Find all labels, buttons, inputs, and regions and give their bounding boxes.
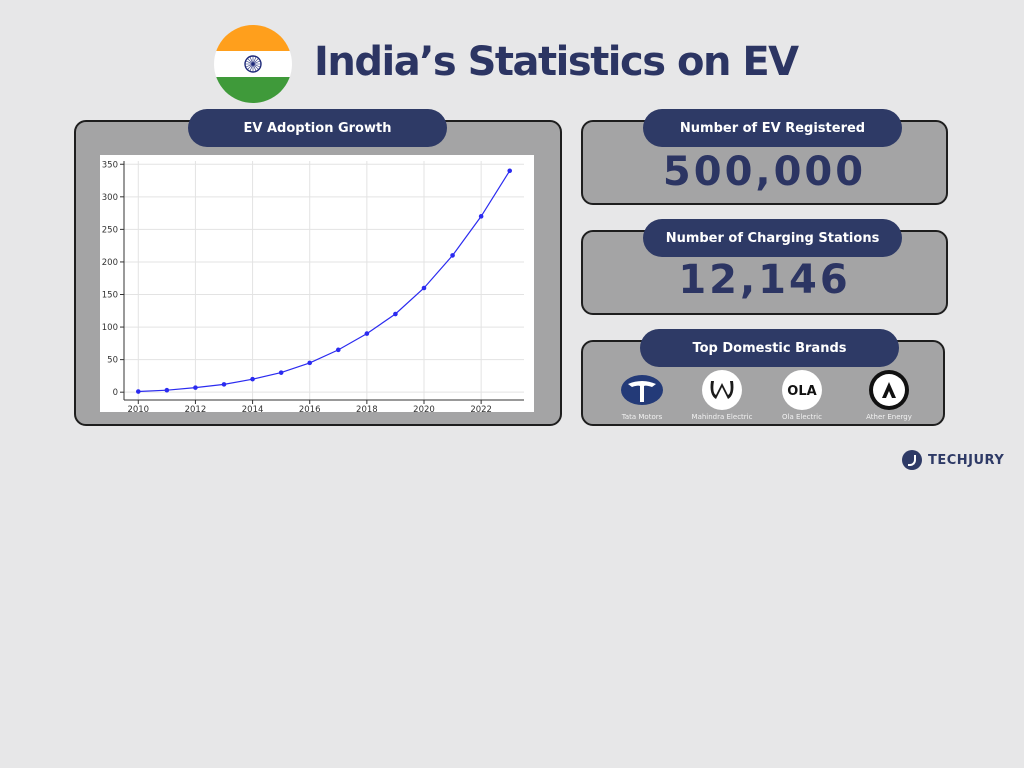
- brand-mahindra-electric: Mahindra Electric: [682, 368, 762, 421]
- charging-stations-heading: Number of Charging Stations: [643, 219, 902, 257]
- y-tick-label: 300: [102, 193, 118, 203]
- y-tick-label: 150: [102, 291, 118, 301]
- techjury-mark-icon: [902, 450, 922, 470]
- charging-stations-value: 12,146: [678, 257, 851, 303]
- x-tick-label: 2020: [413, 405, 435, 412]
- tata-motors-logo-icon: [620, 368, 664, 412]
- techjury-logo: TECHJURY: [902, 450, 1004, 470]
- x-tick-label: 2014: [242, 405, 264, 412]
- data-point: [364, 331, 370, 336]
- chart-grid: [124, 161, 524, 400]
- data-point: [478, 214, 484, 219]
- x-tick-label: 2018: [356, 405, 378, 412]
- page-title: India’s Statistics on EV: [314, 39, 799, 85]
- data-point: [335, 347, 341, 353]
- brands-heading: Top Domestic Brands: [640, 329, 899, 367]
- brand-name: Mahindra Electric: [691, 413, 753, 421]
- adoption-chart: 0 50 100 150 200 250 300 350 2010 2012 2014 2016 201…: [100, 155, 534, 415]
- ather-logo-icon: [867, 368, 911, 412]
- x-tick-label: 2012: [185, 405, 207, 412]
- mahindra-logo-icon: [700, 368, 744, 412]
- data-point: [450, 253, 455, 258]
- data-point: [221, 382, 227, 387]
- y-tick-label: 100: [102, 323, 118, 333]
- data-point: [278, 370, 284, 375]
- x-tick-label: 2016: [299, 405, 321, 412]
- chart-ticks: 0 50 100 150 200 250 300 350 2010 2012 2014 2016 201…: [102, 160, 492, 415]
- ola-logo-icon: OLA: [780, 368, 824, 412]
- brand-ola-electric: OLA Ola Electric: [762, 368, 842, 421]
- data-point: [164, 387, 170, 393]
- adoption-heading: EV Adoption Growth: [188, 109, 447, 147]
- data-point: [135, 389, 141, 394]
- data-point: [421, 285, 427, 291]
- brand-name: Ola Electric: [782, 413, 822, 421]
- y-tick-label: 250: [102, 225, 118, 235]
- x-tick-label: 2010: [127, 405, 149, 412]
- brand-ather-energy: Ather Energy: [849, 368, 929, 421]
- brand-name: Tata Motors: [621, 413, 663, 421]
- ev-registered-value: 500,000: [662, 149, 867, 195]
- data-point: [250, 376, 255, 382]
- series-line: [138, 170, 511, 393]
- techjury-wordmark: TECHJURY: [928, 452, 1005, 468]
- y-tick-label: 0: [113, 388, 118, 398]
- ola-logo-text: OLA: [787, 384, 816, 399]
- x-tick-label: 2022: [470, 405, 492, 412]
- adoption-line-chart: 0 50 100 150 200 250 300 350 2010 2012 2014 2016 201…: [102, 160, 524, 415]
- ev-registered-heading: Number of EV Registered: [643, 109, 902, 147]
- india-flag-icon: [214, 25, 292, 103]
- data-point: [193, 385, 198, 390]
- series-points: [135, 168, 513, 394]
- data-point: [393, 311, 398, 317]
- brand-tata-motors: Tata Motors: [602, 368, 682, 421]
- data-point: [507, 168, 513, 174]
- ashoka-chakra-icon: [244, 55, 262, 73]
- y-tick-label: 200: [102, 258, 118, 268]
- data-point: [307, 360, 313, 366]
- brand-name: Ather Energy: [866, 413, 912, 421]
- y-tick-label: 50: [107, 356, 118, 366]
- chart-axes: [123, 161, 524, 401]
- y-tick-label: 350: [102, 160, 118, 170]
